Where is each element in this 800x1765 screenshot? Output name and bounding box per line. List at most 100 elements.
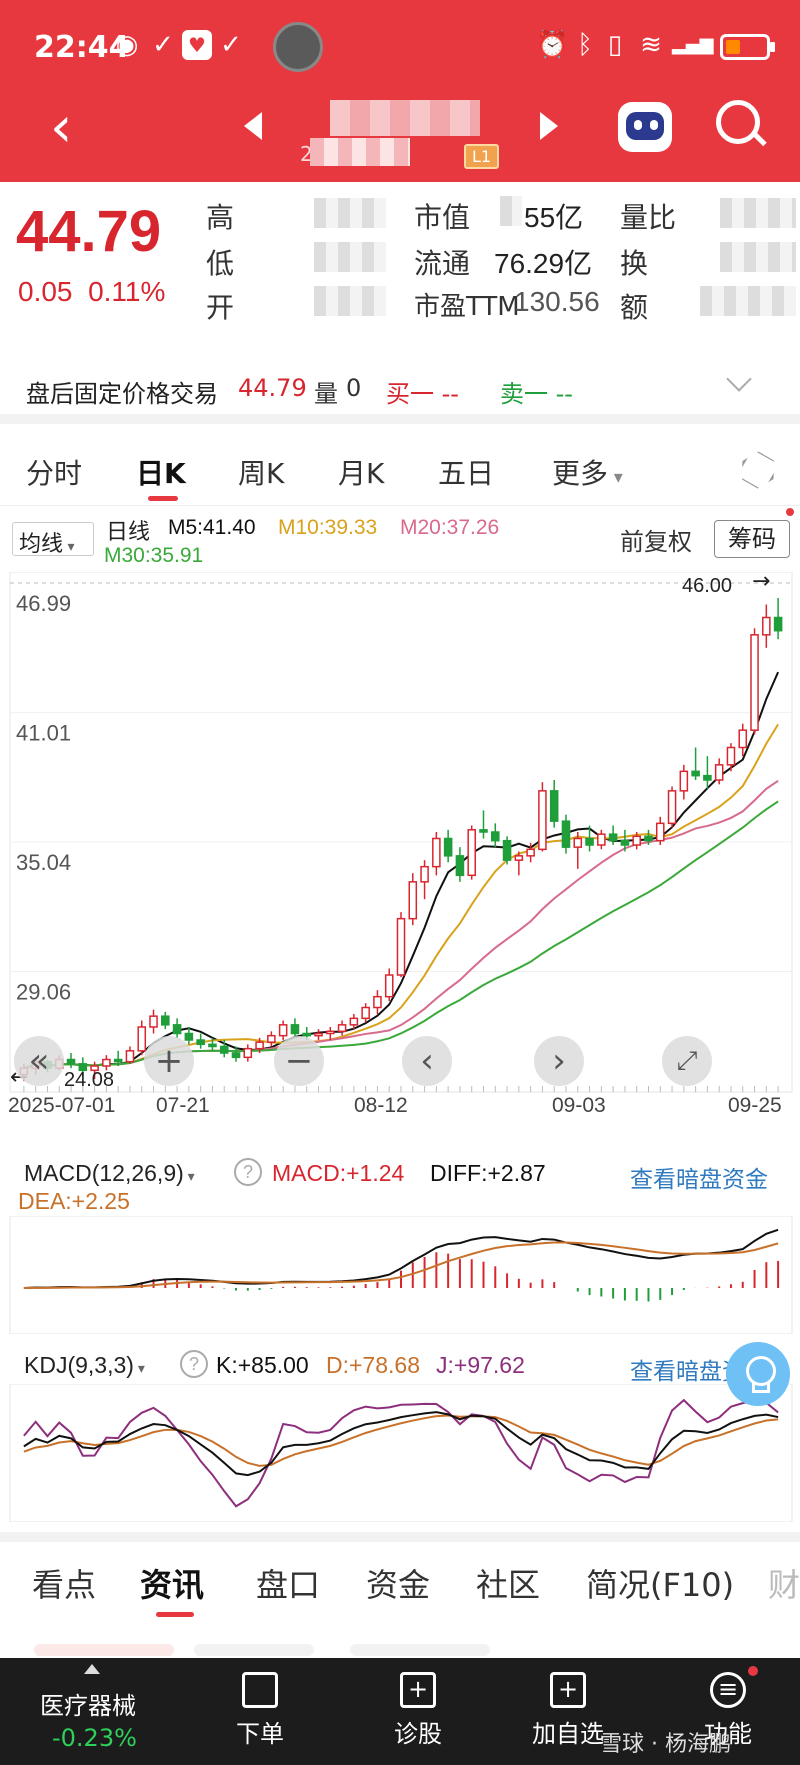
x-tick-label: 07-21 (156, 1094, 210, 1112)
turnover-redacted (720, 242, 796, 272)
tab-monthly-k[interactable]: 月K (338, 457, 385, 490)
d-value: D:+78.68 (326, 1352, 420, 1378)
signal-icon: ▂▄▆ (672, 34, 714, 55)
macd-name[interactable]: MACD(12,26,9) ▾ (24, 1160, 195, 1186)
candle-body (290, 1024, 300, 1035)
macd-value: MACD:+1.24 (272, 1160, 405, 1186)
tab-weekly-k[interactable]: 周K (238, 457, 285, 490)
tab-daily-k[interactable]: 日K (136, 457, 186, 490)
add-watchlist-button[interactable]: + 加自选 (528, 1672, 608, 1749)
tab-five-day[interactable]: 五日 (438, 457, 495, 490)
expand-up-icon[interactable] (84, 1664, 100, 1674)
candle-body (373, 995, 382, 1009)
candle-body (585, 837, 594, 846)
low-label: 低 (206, 247, 235, 280)
tab-funds[interactable]: 资金 (366, 1566, 431, 1604)
candle-body (620, 839, 630, 846)
chip-distribution-button[interactable]: 筹码 (714, 520, 790, 558)
scroll-right-icon[interactable]: › (534, 1036, 584, 1086)
k-value: K:+85.00 (216, 1352, 309, 1378)
candle-body (184, 1032, 194, 1041)
candle-body (632, 835, 641, 846)
d-line (23, 1414, 779, 1467)
prev-stock-icon[interactable] (244, 112, 262, 140)
help-icon[interactable]: ? (234, 1158, 262, 1186)
tab-community[interactable]: 社区 (476, 1566, 541, 1604)
candle-body (196, 1039, 205, 1046)
candle-body (302, 1032, 312, 1037)
y-tick-label: 41.01 (16, 721, 71, 746)
sector-name[interactable]: 医疗器械 (40, 1692, 136, 1720)
ma-legend: 均线 ▾ 日线 M5:41.40 M10:39.33 M20:37.26 M30… (0, 510, 800, 570)
candle-body (773, 616, 783, 632)
candle-body (667, 790, 677, 825)
candle-body (161, 1015, 170, 1026)
notification-icon-2: ✓ (220, 30, 242, 60)
macd-chart[interactable] (0, 1216, 800, 1334)
tab-more[interactable]: 更多 ▾ (552, 457, 623, 490)
diff-line (23, 1228, 779, 1289)
sector-change: -0.23% (52, 1724, 137, 1752)
tab-intraday[interactable]: 分时 (26, 457, 83, 490)
dark-pool-link[interactable]: 查看暗盘资金 (630, 1166, 768, 1192)
candlestick-chart[interactable]: 46.99 41.01 35.04 29.06 2025-07-01 07-21 08-1… (0, 572, 800, 1112)
level-badge: L1 (464, 144, 500, 169)
help-icon-kdj[interactable]: ? (180, 1350, 208, 1378)
active-content-tab-indicator (156, 1612, 194, 1617)
chevron-down-icon[interactable] (726, 366, 752, 392)
y-tick-label: 46.99 (16, 591, 71, 616)
zoom-out-left-icon[interactable]: « (14, 1036, 64, 1086)
price-change: 0.05 0.11% (18, 276, 166, 307)
tab-highlights[interactable]: 看点 (32, 1566, 97, 1604)
diagnose-button[interactable]: + 诊股 (384, 1672, 452, 1749)
dea-value: DEA:+2.25 (18, 1188, 130, 1214)
tab-finance[interactable]: 财 (768, 1566, 800, 1604)
search-icon[interactable] (716, 100, 760, 144)
candle-body (679, 770, 689, 792)
avatar (273, 22, 323, 72)
max-arrow-icon: → (752, 572, 770, 594)
candle-body (113, 1058, 123, 1063)
ma10-value: M10:39.33 (278, 516, 378, 539)
open-value-redacted (314, 286, 386, 316)
kdj-chart[interactable] (0, 1384, 800, 1522)
fullscreen-icon[interactable]: ⤢ (662, 1036, 712, 1086)
adjust-mode[interactable]: 前复权 (620, 528, 692, 556)
candle-body (597, 833, 606, 846)
kdj-name[interactable]: KDJ(9,3,3) ▾ (24, 1352, 145, 1378)
mktcap-label: 市值 (414, 201, 471, 234)
zoom-in-icon[interactable]: + (144, 1036, 194, 1086)
tab-f10[interactable]: 简况(F10) (586, 1566, 735, 1604)
settings-gear-icon[interactable] (733, 445, 782, 494)
top-header: 22:44 ◉ ✓ ♥ ✓ ⏰ ᛒ ▯ ≋ ▂▄▆ ‹ 20 L1 (0, 0, 800, 182)
lightbulb-icon[interactable] (726, 1342, 790, 1406)
function-button[interactable]: ≡ 功能 (694, 1672, 762, 1749)
after-hours-vol-label: 量 (314, 380, 338, 408)
robot-assistant-icon[interactable] (618, 102, 672, 152)
bottom-toolbar: 医疗器械 -0.23% 下单 + 诊股 + 加自选 ≡ 功能 雪球 · 杨海鹏 (0, 1658, 800, 1765)
stock-code-redacted (310, 138, 410, 166)
candle-body (738, 729, 748, 749)
order-button[interactable]: 下单 (226, 1672, 294, 1749)
candle-body (467, 829, 476, 877)
x-tick-label: 2025-07-01 (8, 1094, 115, 1112)
after-hours-row[interactable]: 盘后固定价格交易 44.79 量 0 买一 -- 卖一 -- (0, 344, 800, 424)
turnover-label: 换 (620, 247, 649, 280)
tab-orderbook[interactable]: 盘口 (256, 1566, 321, 1604)
notification-dot (786, 508, 794, 516)
candle-body (337, 1024, 347, 1033)
ma-select[interactable]: 均线 ▾ (12, 522, 94, 557)
tab-news[interactable]: 资讯 (140, 1566, 205, 1604)
j-line (23, 1398, 779, 1508)
scroll-left-icon[interactable]: ‹ (402, 1036, 452, 1086)
candle-body (750, 634, 759, 731)
quote-panel: 44.79 0.05 0.11% 高 低 开 市值 流通 市盈TTM 55亿 7… (0, 182, 800, 344)
status-bar: 22:44 ◉ ✓ ♥ ✓ ⏰ ᛒ ▯ ≋ ▂▄▆ (0, 0, 800, 92)
high-value-redacted (314, 198, 386, 228)
next-stock-icon[interactable] (540, 112, 558, 140)
last-price: 44.79 (16, 199, 162, 264)
back-chevron-icon[interactable]: ‹ (50, 95, 73, 160)
amount-label: 额 (620, 291, 649, 324)
zoom-out-icon[interactable]: − (274, 1036, 324, 1086)
candle-body (655, 822, 665, 842)
